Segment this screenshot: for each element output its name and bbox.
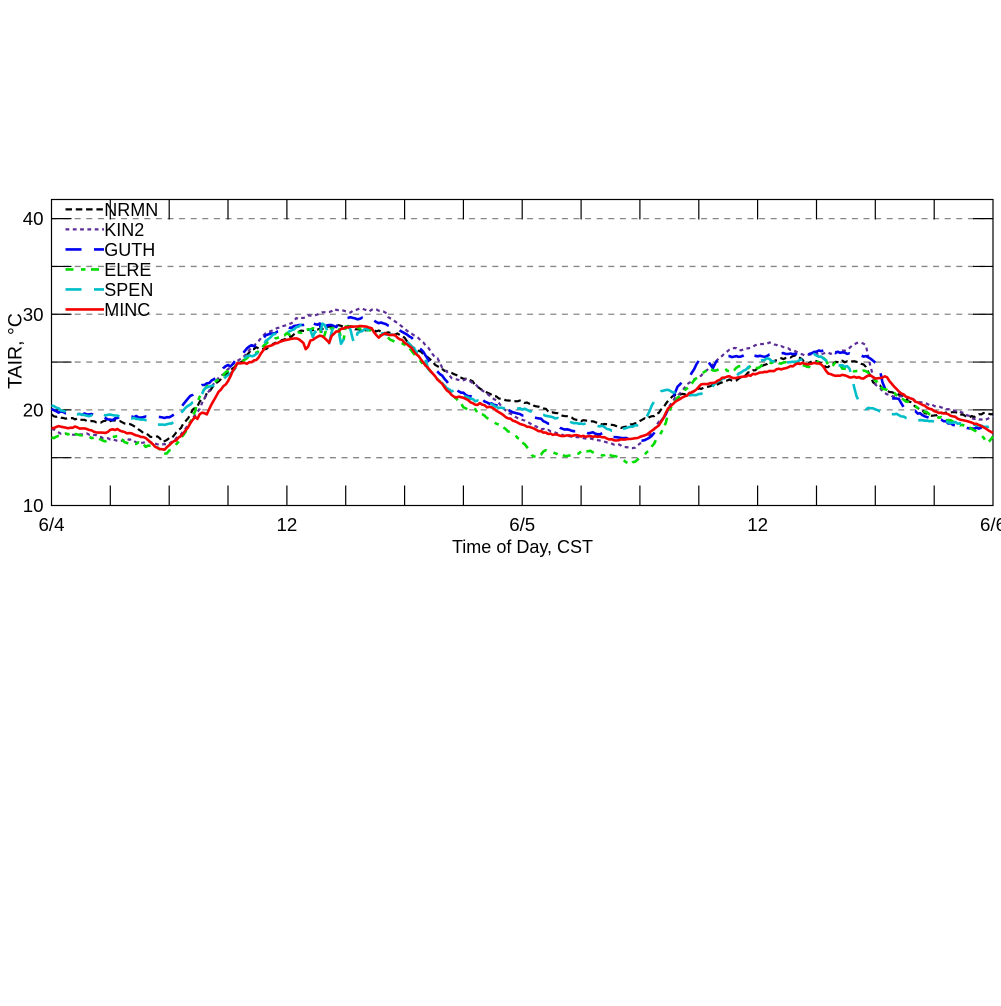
svg-text:6/5: 6/5	[509, 514, 535, 535]
svg-text:12: 12	[747, 514, 768, 535]
svg-text:TAIR, °C: TAIR, °C	[5, 313, 27, 389]
svg-text:10: 10	[23, 495, 44, 516]
svg-text:40: 40	[23, 208, 44, 229]
svg-text:Time of Day, CST: Time of Day, CST	[452, 537, 593, 557]
svg-text:MINC: MINC	[104, 300, 150, 320]
svg-text:12: 12	[277, 514, 298, 535]
svg-text:ELRE: ELRE	[104, 260, 151, 280]
svg-text:6/4: 6/4	[39, 514, 65, 535]
svg-text:20: 20	[23, 399, 44, 420]
svg-text:SPEN: SPEN	[104, 280, 153, 300]
svg-text:GUTH: GUTH	[104, 240, 155, 260]
svg-text:NRMN: NRMN	[104, 200, 158, 220]
svg-text:30: 30	[23, 304, 44, 325]
svg-text:6/6: 6/6	[980, 514, 1001, 535]
svg-text:KIN2: KIN2	[104, 220, 144, 240]
